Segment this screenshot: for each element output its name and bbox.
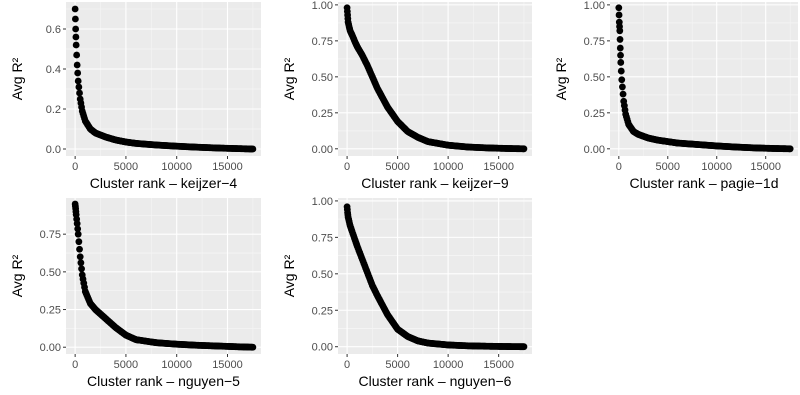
data-point xyxy=(76,245,83,253)
x-tick-label: 5000 xyxy=(656,161,680,173)
data-point xyxy=(73,220,81,228)
y-tick-label: 0.75 xyxy=(312,232,333,244)
y-axis-title: Avg R² xyxy=(9,254,25,297)
data-point xyxy=(616,44,624,52)
data-point xyxy=(75,83,83,91)
x-tick-label: 10000 xyxy=(701,161,732,173)
y-tick-label: 0.0 xyxy=(46,144,61,156)
x-tick-label: 5000 xyxy=(385,161,409,173)
data-point xyxy=(619,83,626,91)
x-axis-title: Cluster rank – keijzer−9 xyxy=(361,175,509,191)
y-tick-label: 1.00 xyxy=(312,196,333,208)
y-tick-label: 0.25 xyxy=(312,108,333,120)
data-point xyxy=(520,145,528,153)
y-axis-title: Avg R² xyxy=(553,57,569,100)
data-point xyxy=(74,230,82,238)
data-point xyxy=(520,343,528,351)
x-axis-title: Cluster rank – pagie−1d xyxy=(629,175,778,191)
x-tick-label: 0 xyxy=(344,161,350,173)
y-tick-label: 0.75 xyxy=(312,36,333,48)
panel-background xyxy=(66,2,261,156)
x-tick-label: 10000 xyxy=(433,359,464,371)
y-tick-label: 0.4 xyxy=(46,64,61,76)
data-point xyxy=(73,51,81,59)
data-point xyxy=(617,51,624,59)
x-tick-label: 10000 xyxy=(433,161,464,173)
data-point xyxy=(72,25,80,33)
y-tick-label: 0.00 xyxy=(312,342,333,354)
data-point xyxy=(615,4,623,12)
x-axis-title: Cluster rank – nguyen−6 xyxy=(359,373,512,389)
y-tick-label: 0.00 xyxy=(584,144,605,156)
data-point xyxy=(77,259,85,267)
y-tick-label: 0.25 xyxy=(40,305,61,317)
data-point xyxy=(616,36,624,43)
x-tick-label: 5000 xyxy=(114,161,138,173)
x-tick-label: 0 xyxy=(72,161,78,173)
data-point xyxy=(618,76,626,84)
data-point xyxy=(615,11,623,19)
y-axis-title: Avg R² xyxy=(281,254,297,297)
data-point xyxy=(71,15,79,23)
data-point xyxy=(72,33,80,41)
y-tick-label: 0.00 xyxy=(40,342,61,354)
y-tick-label: 0.6 xyxy=(46,24,61,36)
y-tick-label: 0.2 xyxy=(46,104,61,116)
data-point xyxy=(75,238,83,246)
y-tick-label: 0.75 xyxy=(40,229,61,241)
y-tick-label: 0.50 xyxy=(312,72,333,84)
chart-panel-nguyen-5: 0 5000 10000 15000 0.00 0.25 0.50 0.75 Cluster r… xyxy=(9,198,261,389)
data-point xyxy=(74,77,82,85)
y-tick-label: 0.75 xyxy=(584,36,605,48)
panel-background xyxy=(338,2,532,156)
chart-panel-pagie-1d: 0 5000 10000 15000 0.00 0.25 0.50 0.75 1.00 Clust… xyxy=(553,0,798,191)
y-tick-label: 0.00 xyxy=(312,144,333,156)
y-tick-label: 0.50 xyxy=(312,269,333,281)
x-tick-label: 5000 xyxy=(114,359,138,371)
data-point xyxy=(73,61,81,69)
y-axis-title: Avg R² xyxy=(9,57,25,100)
x-tick-label: 10000 xyxy=(161,359,192,371)
x-tick-label: 15000 xyxy=(483,161,514,173)
panel-background xyxy=(610,2,798,156)
x-axis-title: Cluster rank – keijzer−4 xyxy=(90,175,238,191)
y-tick-label: 1.00 xyxy=(584,0,605,12)
data-point xyxy=(71,5,79,13)
x-axis-title: Cluster rank – nguyen−5 xyxy=(87,373,240,389)
data-point xyxy=(786,145,794,153)
x-tick-label: 0 xyxy=(72,359,78,371)
x-tick-label: 15000 xyxy=(212,359,243,371)
x-tick-label: 15000 xyxy=(483,359,514,371)
y-tick-label: 0.25 xyxy=(584,108,605,120)
data-point xyxy=(72,41,80,49)
chart-panel-nguyen-6: 0 5000 10000 15000 0.00 0.25 0.50 0.75 1.00 Clust… xyxy=(281,196,532,389)
x-tick-label: 0 xyxy=(616,161,622,173)
chart-panel-keijzer-9: 0 5000 10000 15000 0.00 0.25 0.50 0.75 1.00 Clust… xyxy=(281,0,532,191)
x-tick-label: 5000 xyxy=(385,359,409,371)
y-axis-title: Avg R² xyxy=(281,57,297,100)
y-tick-label: 0.50 xyxy=(584,72,605,84)
data-point xyxy=(617,67,625,75)
data-point xyxy=(249,343,257,351)
data-point xyxy=(249,145,257,153)
data-point xyxy=(74,225,82,233)
data-point xyxy=(617,59,625,66)
chart-panel-keijzer-4: 0 5000 10000 15000 0.0 0.2 0.4 0.6 Cluster rank … xyxy=(9,2,261,191)
data-point xyxy=(78,265,85,273)
data-point xyxy=(619,90,627,98)
data-point xyxy=(616,27,624,35)
y-tick-label: 0.25 xyxy=(312,305,333,317)
x-tick-label: 0 xyxy=(344,359,350,371)
x-tick-label: 15000 xyxy=(212,161,243,173)
x-tick-label: 10000 xyxy=(161,161,192,173)
x-tick-label: 15000 xyxy=(750,161,781,173)
data-point xyxy=(74,69,82,77)
y-tick-label: 1.00 xyxy=(312,0,333,12)
data-point xyxy=(76,89,83,97)
y-tick-label: 0.50 xyxy=(40,267,61,279)
panel-background xyxy=(66,198,261,354)
data-point xyxy=(76,253,84,261)
